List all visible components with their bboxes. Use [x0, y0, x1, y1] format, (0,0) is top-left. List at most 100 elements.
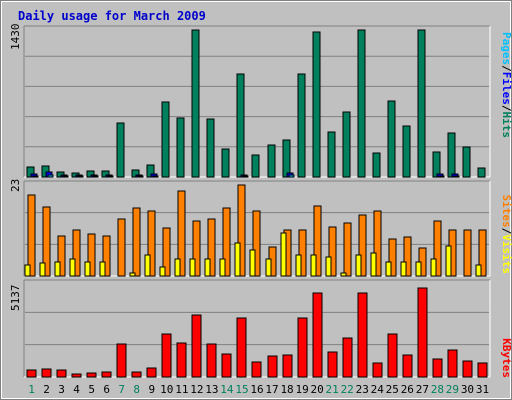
visits-bar: [129, 272, 136, 277]
sites-bar: [27, 194, 36, 277]
kbytes-bar: [116, 343, 127, 378]
day-label: 18: [280, 383, 293, 396]
pages-bar: [242, 175, 249, 178]
day-label: 1: [28, 383, 35, 396]
legend-files: Files: [500, 72, 512, 105]
hits-bar: [357, 29, 366, 178]
day-label: 19: [295, 383, 308, 396]
sites-bar: [463, 229, 472, 277]
legend-hits: Hits: [500, 112, 512, 139]
pages-bar: [152, 175, 159, 178]
visits-bar: [430, 258, 437, 277]
sites-bar: [87, 233, 96, 277]
sites-bar: [192, 220, 201, 277]
day-label: 21: [326, 383, 339, 396]
day-label: 12: [190, 383, 203, 396]
hits-bar: [432, 151, 441, 178]
day-axis-labels: 1 2 3 4 5 6 7 8 9 10 11 12 13 14 15 16 17 18 19 20 21 22 23 24 2…: [28, 383, 489, 396]
sites-bar: [388, 238, 397, 277]
day-label: 7: [118, 383, 125, 396]
panel-hits-background: [24, 26, 490, 177]
visits-bar: [325, 256, 332, 277]
visits-bar: [385, 261, 392, 277]
kbytes-bar: [56, 369, 67, 378]
sites-bar: [373, 210, 382, 277]
day-label: 29: [446, 383, 459, 396]
day-label: 2: [43, 383, 50, 396]
visits-bar: [355, 254, 362, 277]
sites-bar: [117, 218, 126, 277]
kbytes-bar: [462, 360, 473, 378]
visits-bar: [219, 258, 226, 277]
hits-bar: [327, 131, 336, 178]
visits-bar: [280, 232, 287, 277]
visits-bar: [370, 252, 377, 277]
legend-slash: /: [500, 105, 512, 112]
visits-bar: [174, 258, 181, 277]
kbytes-panel-legend: KBytes: [500, 338, 512, 378]
hits-bar: [417, 29, 426, 178]
kbytes-bar: [71, 373, 82, 378]
pages-bar: [47, 174, 54, 178]
visits-bar: [189, 258, 196, 277]
kbytes-bar: [221, 353, 232, 378]
sites-ymax-label: 23: [9, 179, 22, 192]
pages-bar: [453, 175, 460, 178]
visits-bar: [265, 258, 272, 277]
day-label: 4: [73, 383, 80, 396]
day-label: 27: [416, 383, 429, 396]
day-label: 20: [311, 383, 324, 396]
day-label: 17: [265, 383, 278, 396]
day-label: 16: [250, 383, 263, 396]
day-label: 23: [356, 383, 369, 396]
chart-title: Daily usage for March 2009: [18, 9, 206, 23]
hits-panel-legend: Pages/Files/Hits: [500, 32, 512, 138]
day-label: 14: [220, 383, 234, 396]
pages-bar: [288, 174, 295, 178]
hits-bar: [116, 122, 125, 178]
kbytes-bar: [267, 355, 278, 378]
day-label: 13: [205, 383, 218, 396]
day-label: 5: [88, 383, 95, 396]
visits-bar: [310, 254, 317, 277]
hits-bar: [236, 73, 245, 178]
kbytes-bar: [387, 333, 398, 378]
sites-bar: [57, 235, 66, 277]
sites-bar: [72, 229, 81, 277]
kbytes-bar: [417, 287, 428, 378]
hits-bar: [206, 118, 215, 178]
day-label: 28: [431, 383, 444, 396]
kbytes-bar: [477, 362, 488, 378]
kbytes-bar: [402, 354, 413, 378]
visits-bar: [24, 264, 31, 277]
legend-kbytes: KBytes: [500, 338, 512, 378]
sites-bar: [328, 226, 337, 277]
day-label: 30: [461, 383, 474, 396]
kbytes-bar: [251, 361, 262, 378]
kbytes-ymax-label: 5137: [9, 285, 22, 312]
visits-bar: [234, 242, 241, 277]
legend-visits: Visits: [500, 234, 512, 274]
kbytes-bar: [101, 371, 112, 378]
sites-bar: [343, 222, 352, 277]
visits-bar: [475, 264, 482, 277]
kbytes-bar: [357, 292, 368, 378]
visits-bar: [159, 266, 166, 277]
sites-bar: [132, 207, 141, 277]
kbytes-bar: [372, 362, 383, 378]
legend-pages: Pages: [500, 32, 512, 65]
legend-slash: /: [500, 65, 512, 72]
sites-panel-legend: Sites/Visits: [500, 195, 512, 275]
visits-bar: [249, 249, 256, 277]
kbytes-bar: [282, 354, 293, 378]
visits-bar: [295, 254, 302, 277]
pages-bar: [107, 175, 114, 178]
chart-panels: [23, 25, 491, 378]
visits-bar: [39, 262, 46, 277]
visits-bar: [84, 261, 91, 277]
legend-slash: /: [500, 228, 512, 235]
kbytes-bar: [131, 371, 142, 378]
kbytes-bar: [146, 367, 157, 378]
kbytes-bar: [86, 372, 97, 378]
